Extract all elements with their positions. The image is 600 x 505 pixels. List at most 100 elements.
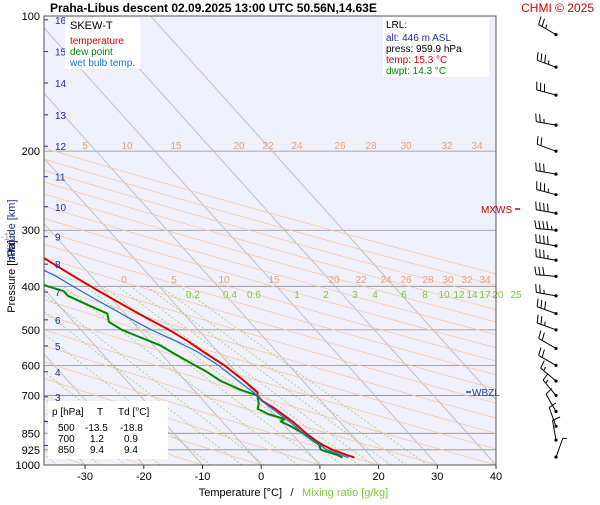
wind-barb-dot <box>554 244 557 247</box>
wind-barb-flag <box>540 249 541 257</box>
wind-barb-flag <box>548 204 549 212</box>
wind-barb-flag <box>540 163 541 171</box>
wind-barb-flag <box>540 202 541 210</box>
x-tick-label: -20 <box>136 471 152 483</box>
wind-barb-dot <box>554 364 557 367</box>
x-tick-label: 30 <box>431 471 443 483</box>
y-tick-label: 100 <box>22 11 40 23</box>
mixing-ratio-label: 14 <box>466 290 478 301</box>
table-cell: 700 <box>58 434 75 445</box>
wind-barb-staff <box>543 380 556 395</box>
wind-barb <box>535 220 558 231</box>
dry-adiabat-label: 5 <box>82 141 88 152</box>
lrl-dewpoint: dwpt: 14.3 °C <box>386 66 446 77</box>
mixing-ratio-label: 20 <box>492 290 504 301</box>
wind-barb-half-flag <box>544 367 546 371</box>
wind-barb-flag <box>537 136 538 144</box>
wind-barb-staff <box>536 228 556 230</box>
wind-barb-dot <box>554 328 557 331</box>
wind-barb-flag <box>536 113 537 121</box>
wind-barb-staff <box>539 355 556 365</box>
legend: SKEW-T temperature dew point wet bulb te… <box>65 17 140 69</box>
table-cell: 1.2 <box>90 434 104 445</box>
x-axis-title: Temperature [°C] <box>199 487 282 499</box>
wind-barb-staff <box>546 394 556 411</box>
y-tick-label: 300 <box>22 225 40 237</box>
wind-barb-dot <box>554 425 557 428</box>
wind-barb <box>536 162 558 175</box>
wind-barb-staff <box>553 420 556 440</box>
x-tick-label: -10 <box>195 471 211 483</box>
wind-barb <box>536 113 558 126</box>
lrl-temperature: temp: 15.3 °C <box>386 55 447 66</box>
dry-adiabat-label: 0 <box>121 275 127 286</box>
plot-area <box>44 16 496 465</box>
mixing-ratio-label: 0.6 <box>247 290 261 301</box>
wind-barb-flag <box>539 221 540 229</box>
wind-barb-staff <box>537 60 556 67</box>
y-tick-label: 600 <box>22 360 40 372</box>
dry-adiabat-label: 30 <box>400 141 412 152</box>
wind-barb-flag <box>536 249 537 257</box>
wind-barb-flag <box>542 349 544 357</box>
wind-barb <box>543 373 557 397</box>
table-cell: 850 <box>58 445 75 456</box>
wind-barb-flag <box>544 164 545 172</box>
mixing-ratio-label: 25 <box>510 290 522 301</box>
wind-barb-flag <box>541 316 542 324</box>
wind-barb-dot <box>554 33 557 36</box>
wind-barb-staff <box>537 307 556 314</box>
lrl-pressure: press: 959.9 hPa <box>386 44 462 55</box>
dry-adiabat-label: 22 <box>355 275 367 286</box>
wind-barb-flag <box>539 17 541 25</box>
mxws-marker: MXWS <box>481 205 512 216</box>
mixing-ratio-label: 3 <box>352 290 358 301</box>
wind-barb-flag <box>535 266 536 274</box>
wind-barb-half-flag <box>546 25 547 29</box>
x-tick-label: 20 <box>372 471 384 483</box>
legend-title: SKEW-T <box>70 20 113 32</box>
wind-barb <box>535 266 558 277</box>
mixing-ratio-label: 0.2 <box>186 290 200 301</box>
wind-barb <box>536 284 558 297</box>
table-header-t: T <box>97 407 103 418</box>
table-cell: 500 <box>58 423 75 434</box>
wind-barb-flag <box>535 220 536 228</box>
wind-barb <box>539 330 558 350</box>
dry-adiabat-label: 24 <box>291 141 303 152</box>
mixing-ratio-label: 0.4 <box>223 290 237 301</box>
wind-barb-flag <box>536 202 537 210</box>
y-tick-label: 200 <box>22 146 40 158</box>
wind-barb-flag <box>541 361 545 368</box>
table-header-td: Td [°C] <box>118 407 149 418</box>
wind-barb-staff <box>537 90 556 95</box>
dry-adiabat-label: 24 <box>380 275 392 286</box>
table-cell: -13.5 <box>85 423 108 434</box>
mixing-ratio-label: 12 <box>453 290 465 301</box>
wind-barb-dot <box>554 438 557 441</box>
legend-item-wet-bulb: wet bulb temp. <box>69 58 135 69</box>
wind-barb-dot <box>554 150 557 153</box>
altitude-label: 5 <box>55 342 61 353</box>
dry-adiabat-label: 10 <box>218 275 230 286</box>
dry-adiabat-label: 34 <box>479 275 491 286</box>
wind-barb-flag <box>536 162 537 170</box>
y-tick-label: 925 <box>22 445 40 457</box>
altitude-label: 14 <box>55 79 67 90</box>
wind-barb-flag <box>546 388 552 394</box>
wind-barb-flag <box>548 236 549 244</box>
dry-adiabat-label: 10 <box>121 141 133 152</box>
altitude-label: 12 <box>55 142 67 153</box>
wind-barb-flag <box>541 137 542 145</box>
wind-barb-flag <box>537 315 538 323</box>
wind-barb-dot <box>554 312 557 315</box>
wind-barb-flag <box>536 284 537 292</box>
y-tick-label: 700 <box>22 390 40 402</box>
wind-barb <box>536 202 558 215</box>
legend-item-temperature: temperature <box>70 36 124 47</box>
y-tick-label: 1000 <box>16 460 40 472</box>
wind-barb-dot <box>554 259 557 262</box>
lrl-altitude: alt: 446 m ASL <box>386 33 451 44</box>
altitude-label: 10 <box>55 203 67 214</box>
x-axis-title-mixing: Mixing ratio [g/kg] <box>302 487 388 499</box>
